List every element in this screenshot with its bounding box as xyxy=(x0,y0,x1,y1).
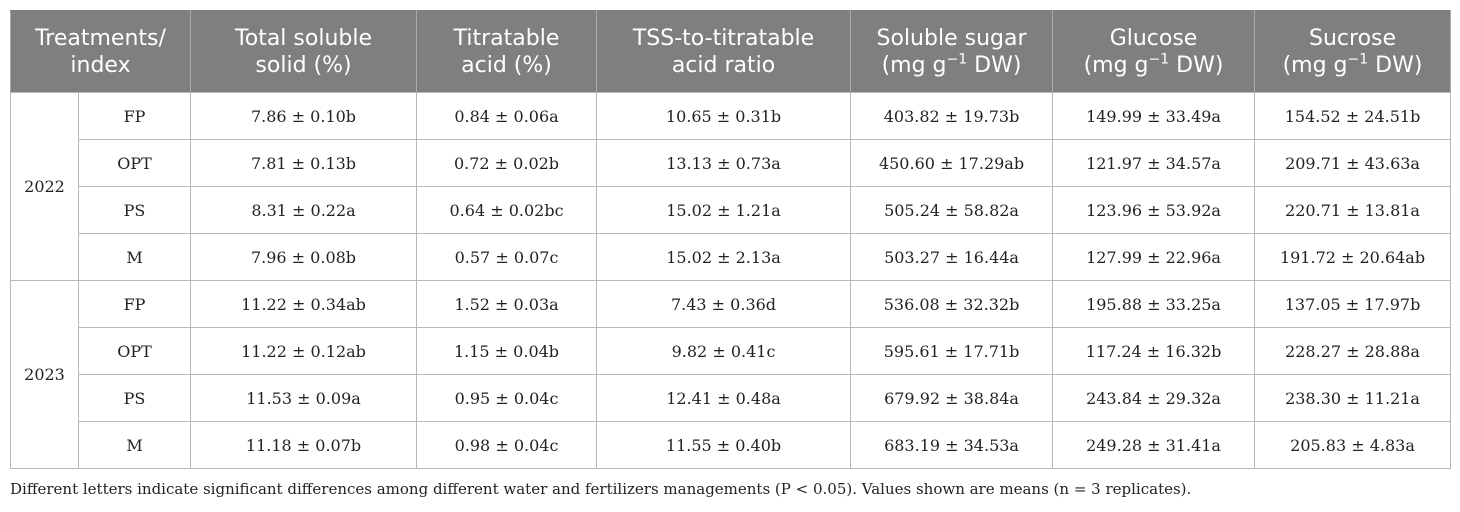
glucose-cell: 195.88 ± 33.25a xyxy=(1052,280,1256,328)
ratio-cell: 11.55 ± 0.40b xyxy=(596,421,852,469)
data-table: Treatments/ index Total soluble solid (%… xyxy=(9,10,1452,469)
header-treatments: Treatments/ index xyxy=(9,10,192,93)
table-body: 2022 FP 7.86 ± 0.10b 0.84 ± 0.06a 10.65 … xyxy=(10,92,1452,469)
sucrose-cell: 154.52 ± 24.51b xyxy=(1254,92,1452,140)
soluble-sugar-cell: 536.08 ± 32.32b xyxy=(850,280,1054,328)
header-titratable-acid: Titratable acid (%) xyxy=(416,10,598,93)
tss-cell: 7.96 ± 0.08b xyxy=(190,233,418,281)
tss-cell: 11.22 ± 0.34ab xyxy=(190,280,418,328)
header-row: Treatments/ index Total soluble solid (%… xyxy=(9,10,1452,93)
treatment-cell: OPT xyxy=(77,139,192,187)
header-soluble-sugar-line1: Soluble sugar xyxy=(876,25,1027,51)
sucrose-cell: 191.72 ± 20.64ab xyxy=(1254,233,1452,281)
header-glucose-unit-sup: −1 xyxy=(1148,51,1170,68)
table-row: M 11.18 ± 0.07b 0.98 ± 0.04c 11.55 ± 0.4… xyxy=(11,421,1452,469)
glucose-cell: 149.99 ± 33.49a xyxy=(1052,92,1256,140)
tss-cell: 7.86 ± 0.10b xyxy=(190,92,418,140)
year-cell: 2023 xyxy=(10,280,79,469)
header-ta-line1: Titratable xyxy=(453,25,560,51)
sucrose-cell: 209.71 ± 43.63a xyxy=(1254,139,1452,187)
glucose-cell: 243.84 ± 29.32a xyxy=(1052,374,1256,422)
soluble-sugar-cell: 683.19 ± 34.53a xyxy=(850,421,1054,469)
soluble-sugar-cell: 403.82 ± 19.73b xyxy=(850,92,1054,140)
table-row: OPT 11.22 ± 0.12ab 1.15 ± 0.04b 9.82 ± 0… xyxy=(11,327,1452,375)
glucose-cell: 249.28 ± 31.41a xyxy=(1052,421,1256,469)
header-sucrose-unit-pre: (mg g xyxy=(1282,52,1348,78)
treatment-cell: PS xyxy=(77,186,192,234)
ta-cell: 1.15 ± 0.04b xyxy=(416,327,598,375)
header-sucrose-line1: Sucrose xyxy=(1309,25,1397,51)
header-soluble-sugar: Soluble sugar (mg g−1 DW) xyxy=(850,10,1054,93)
ratio-cell: 13.13 ± 0.73a xyxy=(596,139,852,187)
header-tss-ratio: TSS-to-titratable acid ratio xyxy=(596,10,852,93)
ta-cell: 0.72 ± 0.02b xyxy=(416,139,598,187)
table-footnote: Different letters indicate significant d… xyxy=(10,480,1192,498)
treatment-cell: FP xyxy=(77,92,192,140)
table-row: PS 8.31 ± 0.22a 0.64 ± 0.02bc 15.02 ± 1.… xyxy=(11,186,1452,234)
ta-cell: 0.57 ± 0.07c xyxy=(416,233,598,281)
header-sucrose-unit-sup: −1 xyxy=(1347,51,1369,68)
header-soluble-sugar-unit-post: DW) xyxy=(967,52,1022,78)
sucrose-cell: 228.27 ± 28.88a xyxy=(1254,327,1452,375)
soluble-sugar-cell: 450.60 ± 17.29ab xyxy=(850,139,1054,187)
header-total-soluble-solid: Total soluble solid (%) xyxy=(190,10,418,93)
ta-cell: 0.84 ± 0.06a xyxy=(416,92,598,140)
ratio-cell: 15.02 ± 2.13a xyxy=(596,233,852,281)
ratio-cell: 15.02 ± 1.21a xyxy=(596,186,852,234)
treatment-cell: M xyxy=(77,233,192,281)
header-glucose-line1: Glucose xyxy=(1109,25,1198,51)
ratio-cell: 10.65 ± 0.31b xyxy=(596,92,852,140)
header-sucrose-unit-post: DW) xyxy=(1368,52,1423,78)
glucose-cell: 117.24 ± 16.32b xyxy=(1052,327,1256,375)
header-treatments-line2: index xyxy=(70,52,131,78)
header-tss-line2: solid (%) xyxy=(255,52,352,78)
header-soluble-sugar-unit-sup: −1 xyxy=(946,51,968,68)
soluble-sugar-cell: 503.27 ± 16.44a xyxy=(850,233,1054,281)
table-row: OPT 7.81 ± 0.13b 0.72 ± 0.02b 13.13 ± 0.… xyxy=(11,139,1452,187)
glucose-cell: 127.99 ± 22.96a xyxy=(1052,233,1256,281)
ratio-cell: 7.43 ± 0.36d xyxy=(596,280,852,328)
tss-cell: 11.22 ± 0.12ab xyxy=(190,327,418,375)
header-sucrose: Sucrose (mg g−1 DW) xyxy=(1254,10,1452,93)
sucrose-cell: 220.71 ± 13.81a xyxy=(1254,186,1452,234)
soluble-sugar-cell: 505.24 ± 58.82a xyxy=(850,186,1054,234)
table-row: M 7.96 ± 0.08b 0.57 ± 0.07c 15.02 ± 2.13… xyxy=(11,233,1452,281)
table-container: Treatments/ index Total soluble solid (%… xyxy=(9,10,1452,498)
header-ratio-line2: acid ratio xyxy=(671,52,776,78)
treatment-cell: M xyxy=(77,421,192,469)
header-ratio-line1: TSS-to-titratable xyxy=(632,25,815,51)
header-glucose-unit-pre: (mg g xyxy=(1083,52,1149,78)
glucose-cell: 123.96 ± 53.92a xyxy=(1052,186,1256,234)
header-ta-line2: acid (%) xyxy=(461,52,552,78)
tss-cell: 8.31 ± 0.22a xyxy=(190,186,418,234)
header-treatments-line1: Treatments/ xyxy=(35,25,166,51)
table-row: 2022 FP 7.86 ± 0.10b 0.84 ± 0.06a 10.65 … xyxy=(10,92,1452,281)
tss-cell: 11.18 ± 0.07b xyxy=(190,421,418,469)
treatment-cell: FP xyxy=(77,280,192,328)
glucose-cell: 121.97 ± 34.57a xyxy=(1052,139,1256,187)
treatment-cell: OPT xyxy=(77,327,192,375)
ta-cell: 0.95 ± 0.04c xyxy=(416,374,598,422)
table-row: PS 11.53 ± 0.09a 0.95 ± 0.04c 12.41 ± 0.… xyxy=(11,374,1452,422)
ta-cell: 0.64 ± 0.02bc xyxy=(416,186,598,234)
table-row: 2023 FP 11.22 ± 0.34ab 1.52 ± 0.03a 7.43… xyxy=(10,280,1452,469)
ta-cell: 0.98 ± 0.04c xyxy=(416,421,598,469)
soluble-sugar-cell: 595.61 ± 17.71b xyxy=(850,327,1054,375)
soluble-sugar-cell: 679.92 ± 38.84a xyxy=(850,374,1054,422)
tss-cell: 7.81 ± 0.13b xyxy=(190,139,418,187)
header-soluble-sugar-unit-pre: (mg g xyxy=(881,52,947,78)
header-glucose-unit-post: DW) xyxy=(1169,52,1224,78)
sucrose-cell: 137.05 ± 17.97b xyxy=(1254,280,1452,328)
sucrose-cell: 205.83 ± 4.83a xyxy=(1254,421,1452,469)
ratio-cell: 12.41 ± 0.48a xyxy=(596,374,852,422)
ta-cell: 1.52 ± 0.03a xyxy=(416,280,598,328)
header-tss-line1: Total soluble xyxy=(235,25,372,51)
ratio-cell: 9.82 ± 0.41c xyxy=(596,327,852,375)
treatment-cell: PS xyxy=(77,374,192,422)
sucrose-cell: 238.30 ± 11.21a xyxy=(1254,374,1452,422)
year-cell: 2022 xyxy=(10,92,79,281)
header-glucose: Glucose (mg g−1 DW) xyxy=(1052,10,1256,93)
tss-cell: 11.53 ± 0.09a xyxy=(190,374,418,422)
